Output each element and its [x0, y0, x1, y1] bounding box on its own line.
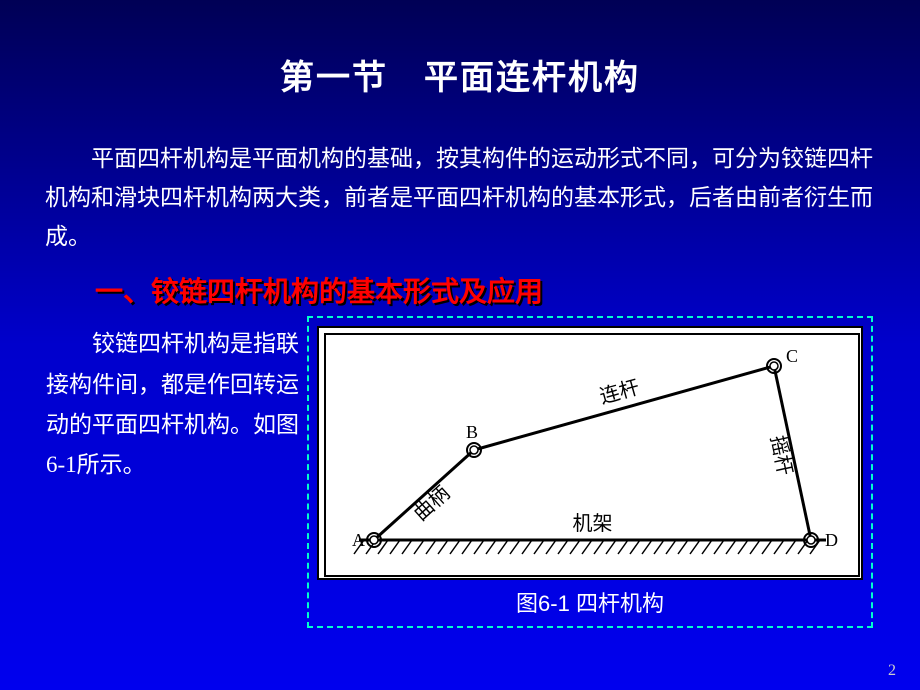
intro-paragraph: 平面四杆机构是平面机构的基础，按其构件的运动形式不同，可分为铰链四杆机构和滑块四…	[0, 99, 920, 256]
svg-text:A: A	[352, 530, 365, 550]
svg-text:曲柄: 曲柄	[409, 482, 454, 526]
figure-canvas: 曲柄连杆摇杆机架ABCD	[317, 326, 863, 580]
page-number: 2	[888, 662, 896, 680]
figure-border: 曲柄连杆摇杆机架ABCD 图6-1 四杆机构	[307, 316, 873, 628]
svg-text:机架: 机架	[573, 512, 613, 535]
mechanism-diagram: 曲柄连杆摇杆机架ABCD	[319, 328, 865, 582]
left-paragraph: 铰链四杆机构是指联接构件间，都是作回转运动的平面四杆机构。如图6-1所示。	[46, 316, 306, 628]
content-row: 铰链四杆机构是指联接构件间，都是作回转运动的平面四杆机构。如图6-1所示。 曲柄…	[0, 310, 920, 628]
svg-text:C: C	[786, 346, 798, 366]
figure-caption: 图6-1 四杆机构	[317, 586, 863, 618]
svg-text:B: B	[466, 422, 478, 442]
section-heading: 一、铰链四杆机构的基本形式及应用	[0, 256, 920, 310]
page-title: 第一节 平面连杆机构	[0, 0, 920, 99]
svg-text:摇杆: 摇杆	[766, 434, 797, 478]
svg-text:D: D	[825, 530, 838, 550]
figure-wrap: 曲柄连杆摇杆机架ABCD 图6-1 四杆机构	[306, 316, 874, 628]
